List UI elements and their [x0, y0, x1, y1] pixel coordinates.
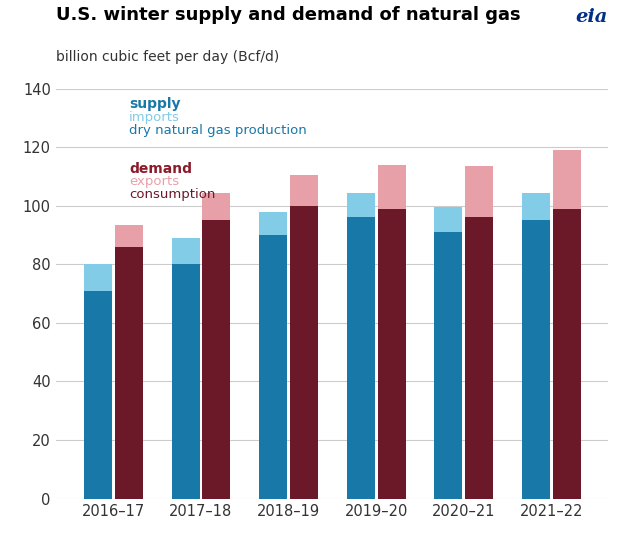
Bar: [115, 225, 143, 247]
Text: U.S. winter supply and demand of natural gas: U.S. winter supply and demand of natural…: [56, 6, 521, 23]
Bar: [347, 218, 375, 499]
Bar: [172, 238, 199, 264]
Bar: [465, 218, 493, 499]
Bar: [84, 264, 112, 291]
Bar: [290, 175, 318, 206]
Text: imports: imports: [129, 111, 180, 124]
Bar: [203, 193, 230, 220]
Bar: [290, 206, 318, 499]
Bar: [377, 165, 406, 209]
Bar: [435, 232, 462, 499]
Bar: [435, 207, 462, 232]
Bar: [465, 166, 493, 218]
Bar: [84, 291, 112, 499]
Text: consumption: consumption: [129, 188, 216, 201]
Text: eia: eia: [576, 8, 608, 26]
Text: dry natural gas production: dry natural gas production: [129, 124, 307, 137]
Bar: [115, 247, 143, 499]
Bar: [522, 220, 550, 499]
Bar: [259, 235, 287, 499]
Bar: [347, 193, 375, 218]
Bar: [259, 212, 287, 235]
Bar: [203, 220, 230, 499]
Bar: [172, 264, 199, 499]
Bar: [552, 150, 581, 209]
Text: exports: exports: [129, 175, 179, 188]
Text: billion cubic feet per day (Bcf/d): billion cubic feet per day (Bcf/d): [56, 50, 280, 64]
Bar: [377, 209, 406, 499]
Text: demand: demand: [129, 162, 192, 176]
Text: supply: supply: [129, 98, 181, 111]
Bar: [522, 193, 550, 220]
Bar: [552, 209, 581, 499]
